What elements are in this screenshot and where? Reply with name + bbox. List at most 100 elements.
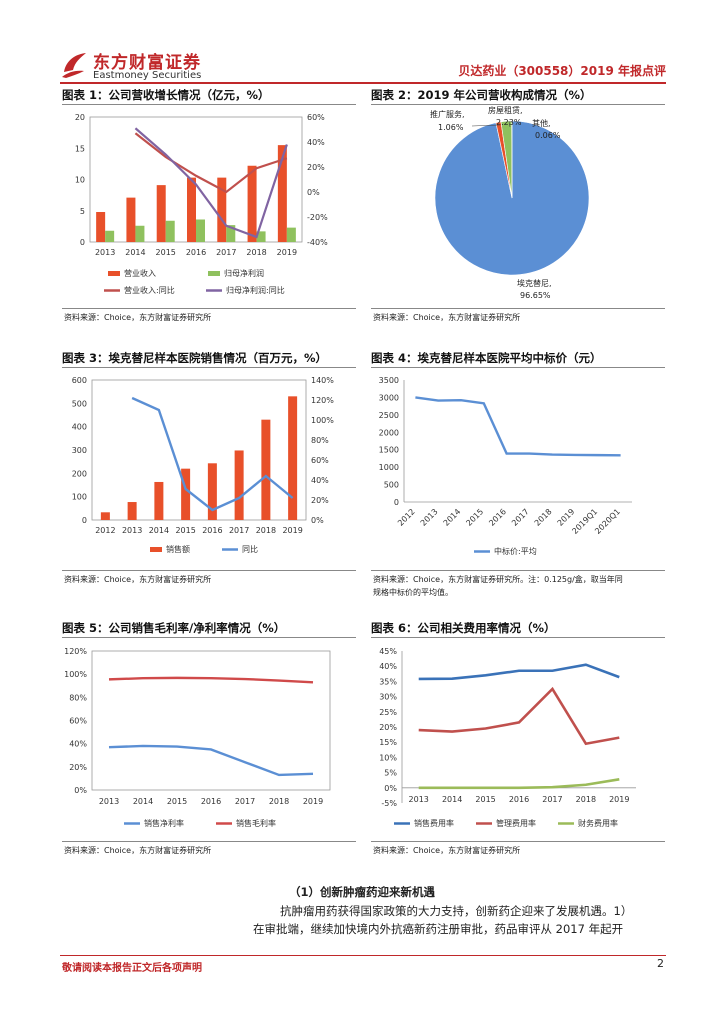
- y-tick-label: 3000: [379, 393, 399, 402]
- bar-sales: [288, 396, 298, 520]
- x-tick-label: 2013: [122, 526, 142, 535]
- y-tick-label: 500: [72, 399, 87, 408]
- figure-1-title: 图表 1：公司营收增长情况（亿元，%）: [62, 88, 270, 102]
- y2-tick-label: 120%: [311, 396, 334, 405]
- bar-revenue: [187, 177, 196, 242]
- x-tick-label: 2014: [442, 795, 462, 804]
- bar-net-profit: [135, 225, 145, 242]
- y-tick-label: 0%: [74, 786, 87, 795]
- y2-tick-label: -40%: [307, 238, 328, 247]
- y-tick-label: 100: [72, 493, 87, 502]
- y-tick-label: 20%: [69, 763, 87, 772]
- y-tick-label: 60%: [69, 717, 87, 726]
- bar-sales: [100, 512, 110, 520]
- y-tick-label: 2500: [379, 411, 399, 420]
- brand-name-en: Eastmoney Securities: [93, 70, 202, 81]
- x-tick-label: 2013: [409, 795, 429, 804]
- pie-label: 埃克替尼,: [517, 278, 552, 288]
- line-avg-bid-price: [415, 396, 621, 457]
- y-tick-label: 5: [80, 207, 85, 216]
- line-admin-expense-ratio: [418, 686, 620, 746]
- x-tick-label: 2019: [282, 526, 302, 535]
- x-tick-label: 2016: [186, 248, 206, 257]
- y-tick-label: 600: [72, 376, 87, 385]
- figure-5-source: 资料来源：Choice，东方财富证券研究所: [64, 846, 212, 855]
- legend-swatch: [208, 271, 220, 276]
- x-tick-label: 2016: [201, 797, 221, 806]
- page-number: 2: [657, 957, 664, 970]
- title-rule: [371, 367, 665, 368]
- y-tick-label: 15%: [379, 738, 397, 747]
- title-rule: [371, 637, 665, 638]
- legend-label: 销售毛利率: [236, 818, 276, 828]
- bar-revenue: [277, 145, 287, 242]
- legend-label: 归母净利润:同比: [226, 285, 285, 295]
- figure-5-title: 图表 5：公司销售毛利率/净利率情况（%）: [62, 621, 286, 635]
- pie-value: 2.23%: [496, 118, 522, 127]
- pie-value: 1.06%: [438, 123, 464, 132]
- x-tick-label: 2012: [95, 526, 115, 535]
- header-rule: [60, 82, 666, 84]
- x-tick-label: 2018: [246, 248, 266, 257]
- x-tick-label: 2014: [149, 526, 169, 535]
- y2-tick-label: 60%: [311, 456, 329, 465]
- section-heading: （1）创新肿瘤药迎来新机遇: [288, 885, 435, 899]
- bar-revenue: [96, 212, 106, 242]
- line-net-margin: [108, 744, 314, 777]
- x-tick-label: 2016: [202, 526, 222, 535]
- x-tick-label: 2015: [464, 507, 485, 528]
- y-tick-label: 20%: [379, 723, 397, 732]
- bar-sales: [261, 419, 271, 520]
- line-sales-yoy: [131, 396, 294, 512]
- x-tick-label: 2017: [229, 526, 249, 535]
- legend-label: 营业收入: [124, 268, 156, 278]
- bar-net-profit: [196, 219, 205, 242]
- bar-sales: [207, 463, 217, 520]
- x-tick-label: 2017: [510, 507, 531, 528]
- y2-tick-label: 0%: [311, 516, 324, 525]
- y-tick-label: 40%: [379, 662, 397, 671]
- bar-net-profit: [105, 230, 115, 242]
- y-tick-label: 20: [75, 113, 85, 122]
- y-tick-label: 3500: [379, 376, 399, 385]
- legend-label: 营业收入:同比: [124, 285, 175, 295]
- x-tick-label: 2016: [509, 795, 529, 804]
- brand-name-cn: 东方财富证券: [93, 53, 201, 73]
- x-tick-label: 2018: [576, 795, 596, 804]
- legend-label: 销售净利率: [144, 818, 184, 828]
- source-rule: [62, 308, 356, 309]
- title-rule: [62, 637, 356, 638]
- line-finance-expense-ratio: [418, 778, 620, 790]
- x-tick-label: 2019: [303, 797, 323, 806]
- x-tick-label: 2012: [396, 507, 417, 528]
- pie-label: 推广服务,: [430, 109, 465, 119]
- bar-revenue: [126, 197, 136, 242]
- source-rule: [371, 308, 665, 309]
- x-tick-label: 2015: [167, 797, 187, 806]
- x-tick-label: 2019: [609, 795, 629, 804]
- figure-4-source-note: 规格中标价的平均值。: [373, 588, 453, 597]
- x-tick-label: 2014: [125, 248, 145, 257]
- legend-swatch: [150, 547, 162, 552]
- y-tick-label: 0: [394, 498, 399, 507]
- y-tick-label: 0: [80, 238, 85, 247]
- y-tick-label: 80%: [69, 693, 87, 702]
- figure-2-title: 图表 2：2019 年公司营收构成情况（%）: [371, 88, 592, 102]
- y-tick-label: 500: [384, 481, 399, 490]
- x-tick-label: 2016: [487, 507, 508, 528]
- paragraph-line-1: 抗肿瘤用药获得国家政策的大力支持，创新药企迎来了发展机遇。1）: [280, 904, 633, 918]
- figure-3-source: 资料来源：Choice，东方财富证券研究所: [64, 575, 212, 584]
- line-gross-margin: [108, 676, 314, 684]
- line-revenue-yoy: [134, 132, 288, 194]
- x-tick-label: 2019: [556, 507, 577, 528]
- y-tick-label: 400: [72, 423, 87, 432]
- y2-tick-label: 140%: [311, 376, 334, 385]
- figure-4-title: 图表 4：埃克替尼样本医院平均中标价（元）: [371, 351, 602, 365]
- bar-sales: [127, 502, 137, 520]
- x-tick-label: 2014: [133, 797, 153, 806]
- y-tick-label: 100%: [64, 670, 87, 679]
- y-tick-label: 1000: [379, 463, 399, 472]
- figure-3-title: 图表 3：埃克替尼样本医院销售情况（百万元，%）: [62, 351, 328, 365]
- pie-label: 其他,: [532, 118, 551, 128]
